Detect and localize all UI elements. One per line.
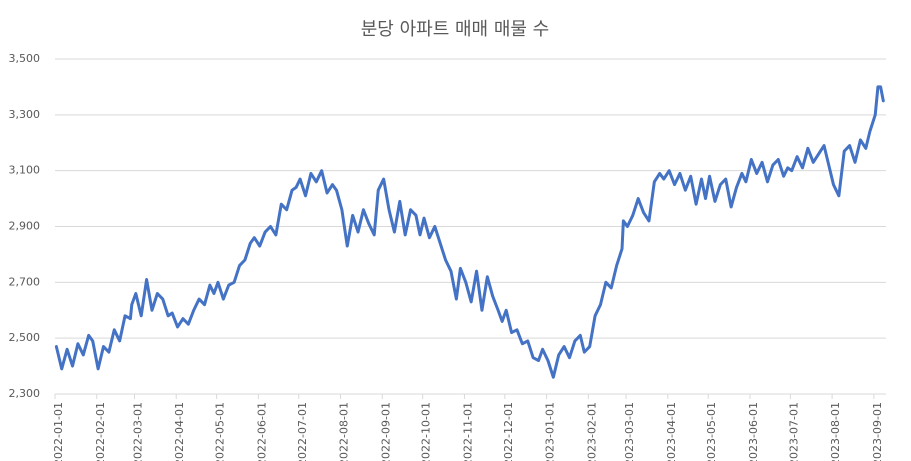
x-tick-label: 2022-06-01 <box>255 402 268 461</box>
x-tick-label: 2022-08-01 <box>338 402 351 461</box>
x-tick-label: 2023-04-01 <box>665 402 678 461</box>
x-tick-label: 2023-09-01 <box>871 402 884 461</box>
y-tick-label: 2,900 <box>9 220 41 233</box>
y-tick-label: 3,300 <box>9 108 41 121</box>
chart-title: 분당 아파트 매매 매물 수 <box>361 19 550 40</box>
x-tick-label: 2023-03-01 <box>623 402 636 461</box>
y-tick-label: 2,700 <box>9 275 41 288</box>
x-tick-label: 2022-04-01 <box>173 402 186 461</box>
y-tick-label: 3,100 <box>9 164 41 177</box>
x-tick-label: 2023-07-01 <box>787 402 800 461</box>
x-tick-label: 2023-06-01 <box>747 402 760 461</box>
y-tick-label: 2,500 <box>9 331 41 344</box>
y-tick-label: 2,300 <box>9 387 41 400</box>
x-tick-label: 2022-03-01 <box>131 402 144 461</box>
x-tick-label: 2023-08-01 <box>829 402 842 461</box>
data-line <box>54 85 885 379</box>
x-tick-label: 2022-07-01 <box>296 402 309 461</box>
x-tick-label: 2022-09-01 <box>379 402 392 461</box>
x-tick-label: 2022-12-01 <box>502 402 515 461</box>
x-tick-label: 2022-02-01 <box>94 402 107 461</box>
x-tick-label: 2022-10-01 <box>420 402 433 461</box>
x-tick-label: 2022-05-01 <box>214 402 227 461</box>
x-tick-label: 2022-11-01 <box>461 402 474 461</box>
x-tick-label: 2023-02-01 <box>585 402 598 461</box>
x-tick-label: 2023-01-01 <box>544 402 557 461</box>
y-tick-label: 3,500 <box>9 52 41 65</box>
x-tick-label: 2023-05-01 <box>705 402 718 461</box>
x-tick-label: 2022-01-01 <box>52 402 65 461</box>
